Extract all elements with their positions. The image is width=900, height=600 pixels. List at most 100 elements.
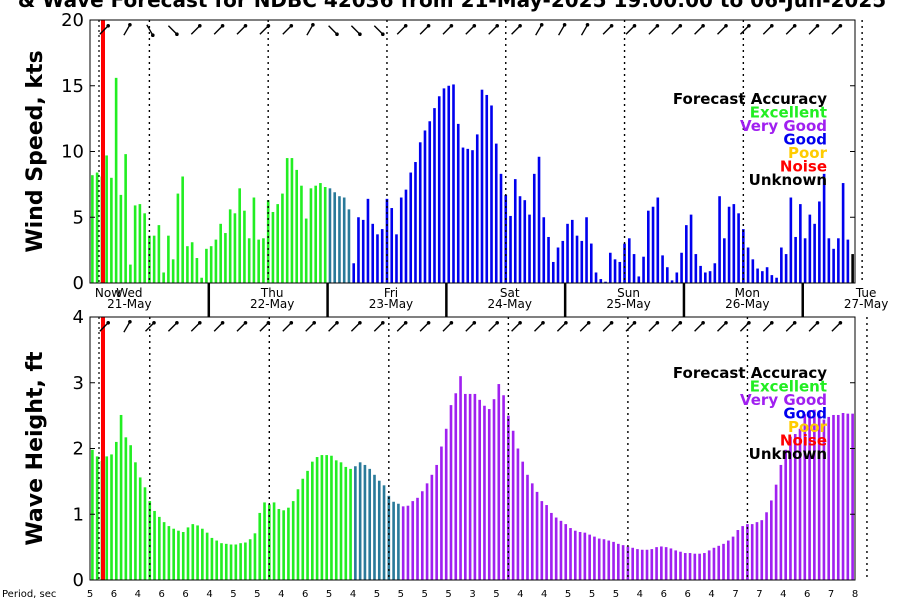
bar <box>456 123 460 283</box>
direction-arrow <box>625 322 635 332</box>
y-tick-label: 4 <box>73 307 84 328</box>
bar <box>442 88 446 283</box>
bar <box>229 544 233 580</box>
bar <box>602 539 606 580</box>
bar <box>760 520 764 580</box>
bar <box>545 505 548 580</box>
bar <box>377 480 381 580</box>
bar <box>727 206 731 283</box>
direction-arrowhead <box>266 24 271 28</box>
bar <box>323 187 327 283</box>
bar <box>726 540 730 580</box>
bar <box>399 197 403 283</box>
bar <box>756 268 759 283</box>
direction-arrowhead <box>655 321 660 325</box>
bar <box>583 532 587 580</box>
bar <box>542 217 546 283</box>
bar <box>124 437 128 580</box>
direction-arrowhead <box>358 32 362 36</box>
direction-arrowhead <box>678 321 683 325</box>
bar <box>573 530 577 580</box>
direction-arrow <box>305 322 315 332</box>
bar <box>319 183 322 283</box>
bar <box>780 247 783 283</box>
bar <box>276 204 279 283</box>
direction-arrowhead <box>586 321 591 325</box>
bar <box>632 254 636 283</box>
direction-arrow <box>625 25 635 35</box>
direction-arrowhead <box>472 24 477 28</box>
bar <box>717 545 721 580</box>
bar <box>105 155 108 283</box>
direction-arrow <box>648 25 658 35</box>
direction-arrow <box>488 322 498 332</box>
bar <box>437 96 441 284</box>
direction-arrowhead <box>312 321 317 325</box>
bar <box>836 414 840 580</box>
bar <box>214 239 218 283</box>
bar <box>290 158 294 283</box>
direction-arrow <box>419 25 430 35</box>
bar <box>464 393 467 580</box>
bar <box>344 466 348 580</box>
legend-entry: Excellent <box>750 378 827 396</box>
bar <box>220 543 223 580</box>
day-date: 21-May <box>107 297 151 311</box>
bar <box>851 254 854 283</box>
bar <box>243 210 246 283</box>
bar <box>352 263 356 283</box>
direction-arrowhead <box>541 321 545 325</box>
bar <box>158 516 161 580</box>
bar <box>371 223 375 283</box>
bar <box>219 223 222 283</box>
direction-arrow <box>190 322 201 332</box>
direction-arrowhead <box>770 24 774 28</box>
day-date: 27-May <box>844 297 888 311</box>
direction-arrow <box>535 24 543 36</box>
bar <box>564 524 568 580</box>
now-label: Now <box>95 286 121 300</box>
direction-arrow <box>282 25 292 35</box>
bar <box>435 464 438 580</box>
bar <box>535 491 539 580</box>
day-name: Sun <box>617 286 640 300</box>
direction-arrow <box>236 25 246 35</box>
bar <box>191 524 195 580</box>
direction-arrowhead <box>151 33 155 37</box>
bar <box>521 461 525 580</box>
direction-arrow <box>739 25 750 35</box>
bar <box>532 173 536 283</box>
direction-arrow <box>739 322 750 332</box>
bar <box>176 193 180 283</box>
bar <box>91 449 94 580</box>
bar <box>420 491 424 580</box>
direction-arrowhead <box>198 24 202 28</box>
bar <box>575 235 579 283</box>
bar <box>513 179 517 283</box>
bar <box>258 512 262 580</box>
period-value: 6 <box>159 589 165 600</box>
direction-arrow <box>350 25 361 35</box>
legend-entry: Good <box>783 405 827 423</box>
bar <box>357 217 360 283</box>
bar <box>585 217 588 283</box>
bar <box>704 272 707 283</box>
direction-arrowhead <box>495 24 500 28</box>
bar <box>589 243 593 283</box>
bar <box>808 410 811 580</box>
bar <box>466 148 470 283</box>
bar <box>751 259 755 283</box>
bar <box>233 213 237 283</box>
bar <box>339 462 343 580</box>
bar <box>621 545 625 580</box>
direction-arrowhead <box>539 23 544 27</box>
bar <box>380 229 384 283</box>
period-value: 4 <box>135 589 141 600</box>
day-date: 26-May <box>725 297 769 311</box>
bar <box>252 197 256 283</box>
bar <box>210 537 214 580</box>
bar <box>516 448 520 580</box>
day-name: Mon <box>735 286 760 300</box>
direction-arrowhead <box>358 321 362 325</box>
bar <box>813 409 816 580</box>
